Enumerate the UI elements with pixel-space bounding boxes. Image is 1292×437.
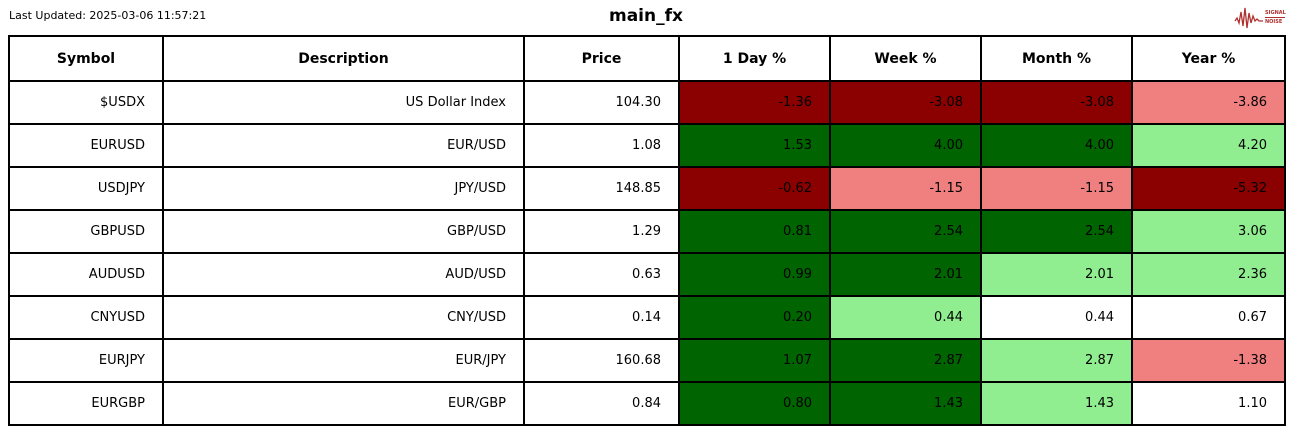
price-cell: 0.84 xyxy=(523,381,680,426)
waveform-icon xyxy=(1234,4,1264,30)
year-change-cell: -5.32 xyxy=(1131,166,1286,211)
description-cell: EUR/USD xyxy=(162,123,525,168)
logo-word-signal: SIGNAL xyxy=(1265,9,1286,16)
signal-noise-logo: SIGNAL NOISE xyxy=(1234,2,1288,32)
year-change-cell: 0.67 xyxy=(1131,295,1286,340)
symbol-cell: CNYUSD xyxy=(8,295,164,340)
logo-divider xyxy=(1265,16,1285,18)
table-row: AUDUSD AUD/USD 0.63 0.99 2.01 2.01 2.36 xyxy=(8,252,1286,297)
day-change-cell: 1.07 xyxy=(678,338,831,383)
table-row: GBPUSD GBP/USD 1.29 0.81 2.54 2.54 3.06 xyxy=(8,209,1286,254)
day-change-cell: -0.62 xyxy=(678,166,831,211)
year-change-cell: 2.36 xyxy=(1131,252,1286,297)
fx-table-body: $USDX US Dollar Index 104.30 -1.36 -3.08… xyxy=(8,80,1286,426)
price-cell: 148.85 xyxy=(523,166,680,211)
month-change-cell: 2.87 xyxy=(980,338,1133,383)
symbol-cell: USDJPY xyxy=(8,166,164,211)
year-change-cell: -3.86 xyxy=(1131,80,1286,125)
day-change-cell: -1.36 xyxy=(678,80,831,125)
table-row: EURGBP EUR/GBP 0.84 0.80 1.43 1.43 1.10 xyxy=(8,381,1286,426)
year-change-cell: 3.06 xyxy=(1131,209,1286,254)
table-row: CNYUSD CNY/USD 0.14 0.20 0.44 0.44 0.67 xyxy=(8,295,1286,340)
year-change-cell: -1.38 xyxy=(1131,338,1286,383)
price-cell: 160.68 xyxy=(523,338,680,383)
month-change-cell: 2.54 xyxy=(980,209,1133,254)
table-row: USDJPY JPY/USD 148.85 -0.62 -1.15 -1.15 … xyxy=(8,166,1286,211)
fx-table: Symbol Description Price 1 Day % Week % … xyxy=(8,35,1286,426)
price-cell: 0.63 xyxy=(523,252,680,297)
header-row: Symbol Description Price 1 Day % Week % … xyxy=(8,35,1286,82)
day-change-cell: 1.53 xyxy=(678,123,831,168)
col-header-day: 1 Day % xyxy=(678,35,831,82)
day-change-cell: 0.20 xyxy=(678,295,831,340)
month-change-cell: 1.43 xyxy=(980,381,1133,426)
price-cell: 104.30 xyxy=(523,80,680,125)
year-change-cell: 4.20 xyxy=(1131,123,1286,168)
symbol-cell: EURJPY xyxy=(8,338,164,383)
fx-table-header: Symbol Description Price 1 Day % Week % … xyxy=(8,35,1286,82)
week-change-cell: 2.87 xyxy=(829,338,982,383)
description-cell: CNY/USD xyxy=(162,295,525,340)
week-change-cell: -1.15 xyxy=(829,166,982,211)
col-header-symbol: Symbol xyxy=(8,35,164,82)
month-change-cell: -3.08 xyxy=(980,80,1133,125)
year-change-cell: 1.10 xyxy=(1131,381,1286,426)
col-header-year: Year % xyxy=(1131,35,1286,82)
table-row: EURJPY EUR/JPY 160.68 1.07 2.87 2.87 -1.… xyxy=(8,338,1286,383)
table-row: $USDX US Dollar Index 104.30 -1.36 -3.08… xyxy=(8,80,1286,125)
price-cell: 1.08 xyxy=(523,123,680,168)
logo-text: SIGNAL NOISE xyxy=(1265,10,1286,25)
day-change-cell: 0.99 xyxy=(678,252,831,297)
logo-word-noise: NOISE xyxy=(1265,18,1283,25)
month-change-cell: 4.00 xyxy=(980,123,1133,168)
symbol-cell: GBPUSD xyxy=(8,209,164,254)
week-change-cell: 1.43 xyxy=(829,381,982,426)
day-change-cell: 0.81 xyxy=(678,209,831,254)
symbol-cell: $USDX xyxy=(8,80,164,125)
symbol-cell: EURGBP xyxy=(8,381,164,426)
month-change-cell: -1.15 xyxy=(980,166,1133,211)
price-cell: 1.29 xyxy=(523,209,680,254)
last-updated-label: Last Updated: 2025-03-06 11:57:21 xyxy=(9,9,207,22)
page-title: main_fx xyxy=(609,6,683,26)
description-cell: EUR/JPY xyxy=(162,338,525,383)
description-cell: JPY/USD xyxy=(162,166,525,211)
week-change-cell: 4.00 xyxy=(829,123,982,168)
top-bar: Last Updated: 2025-03-06 11:57:21 main_f… xyxy=(0,0,1292,35)
description-cell: GBP/USD xyxy=(162,209,525,254)
table-row: EURUSD EUR/USD 1.08 1.53 4.00 4.00 4.20 xyxy=(8,123,1286,168)
symbol-cell: AUDUSD xyxy=(8,252,164,297)
description-cell: AUD/USD xyxy=(162,252,525,297)
month-change-cell: 2.01 xyxy=(980,252,1133,297)
week-change-cell: 2.01 xyxy=(829,252,982,297)
col-header-week: Week % xyxy=(829,35,982,82)
month-change-cell: 0.44 xyxy=(980,295,1133,340)
price-cell: 0.14 xyxy=(523,295,680,340)
description-cell: US Dollar Index xyxy=(162,80,525,125)
symbol-cell: EURUSD xyxy=(8,123,164,168)
week-change-cell: -3.08 xyxy=(829,80,982,125)
col-header-month: Month % xyxy=(980,35,1133,82)
description-cell: EUR/GBP xyxy=(162,381,525,426)
week-change-cell: 2.54 xyxy=(829,209,982,254)
week-change-cell: 0.44 xyxy=(829,295,982,340)
day-change-cell: 0.80 xyxy=(678,381,831,426)
col-header-price: Price xyxy=(523,35,680,82)
col-header-description: Description xyxy=(162,35,525,82)
